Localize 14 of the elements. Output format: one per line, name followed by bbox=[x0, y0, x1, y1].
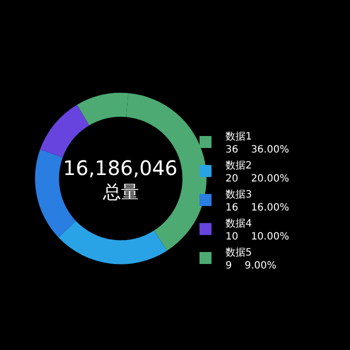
legend-label: 数据2 bbox=[226, 159, 252, 172]
text: 总量 bbox=[102, 182, 139, 203]
legend-label: 数据3 bbox=[226, 188, 252, 200]
legend-label: 数据4 bbox=[226, 217, 252, 230]
data-label: 36 36.00% bbox=[226, 144, 290, 156]
donut-slice bbox=[40, 104, 90, 158]
data-label: 20 20.00% bbox=[226, 173, 290, 184]
text: 16,186,046 bbox=[63, 156, 178, 180]
data-label: 10 10.00% bbox=[226, 231, 290, 242]
legend-label: 数据5 bbox=[226, 246, 252, 258]
data-label: 9 9.00% bbox=[226, 260, 276, 272]
data-label: 16 16.00% bbox=[226, 202, 290, 214]
donut-slice bbox=[58, 220, 167, 264]
legend-label: 数据1 bbox=[226, 130, 252, 142]
